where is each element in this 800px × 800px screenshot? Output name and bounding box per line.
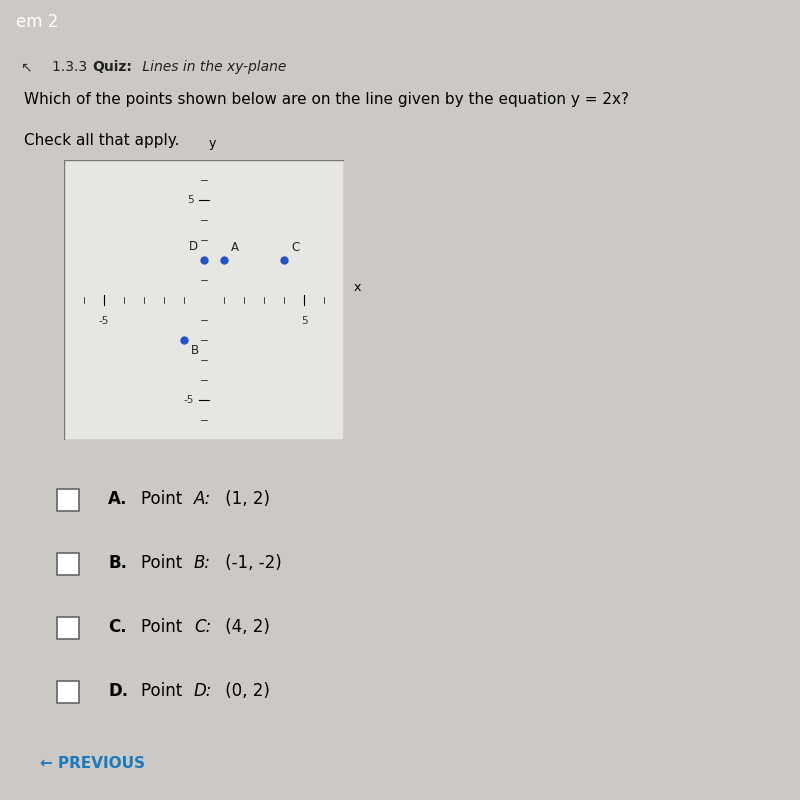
Text: 5: 5 <box>301 316 307 326</box>
Text: A: A <box>231 241 239 254</box>
Text: Check all that apply.: Check all that apply. <box>24 133 179 148</box>
Text: B:: B: <box>194 554 211 572</box>
Text: 5: 5 <box>187 195 194 205</box>
Text: Point: Point <box>141 490 187 508</box>
Text: y: y <box>209 137 216 150</box>
Text: -5: -5 <box>99 316 109 326</box>
Text: B: B <box>191 344 199 357</box>
Text: C: C <box>291 241 299 254</box>
Text: D:: D: <box>194 682 212 700</box>
Text: x: x <box>354 281 362 294</box>
Text: Point: Point <box>141 554 187 572</box>
Text: Point: Point <box>141 682 187 700</box>
Text: D.: D. <box>108 682 128 700</box>
Text: Quiz:: Quiz: <box>92 60 132 74</box>
Text: A.: A. <box>108 490 127 508</box>
Text: Lines in the xy-plane: Lines in the xy-plane <box>138 60 286 74</box>
Text: Which of the points shown below are on the line given by the equation y = 2x?: Which of the points shown below are on t… <box>24 92 629 107</box>
Text: (0, 2): (0, 2) <box>220 682 270 700</box>
Text: em 2: em 2 <box>16 13 58 31</box>
Text: ↖: ↖ <box>20 60 32 74</box>
Text: (-1, -2): (-1, -2) <box>220 554 282 572</box>
Text: C:: C: <box>194 618 211 636</box>
Text: D: D <box>189 240 198 253</box>
Text: (1, 2): (1, 2) <box>220 490 270 508</box>
Text: ← PREVIOUS: ← PREVIOUS <box>40 757 145 771</box>
Text: -5: -5 <box>184 395 194 405</box>
Text: 1.3.3: 1.3.3 <box>52 60 91 74</box>
Text: (4, 2): (4, 2) <box>220 618 270 636</box>
Text: B.: B. <box>108 554 127 572</box>
Text: A:: A: <box>194 490 211 508</box>
Text: C.: C. <box>108 618 126 636</box>
Text: Point: Point <box>141 618 187 636</box>
